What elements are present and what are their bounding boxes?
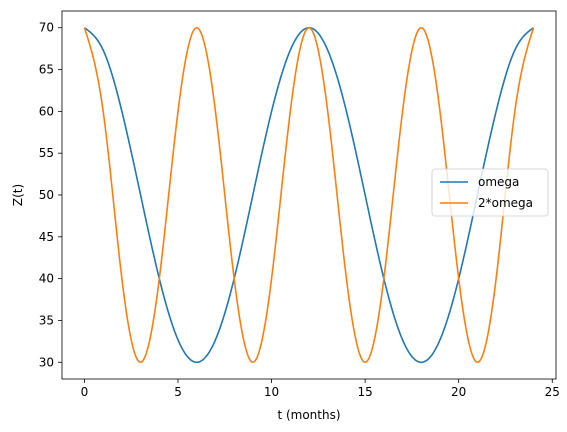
x-axis-label: t (months) xyxy=(277,408,340,422)
y-tick-label: 50 xyxy=(39,188,54,202)
x-tick-label: 20 xyxy=(451,385,466,399)
y-tick-label: 35 xyxy=(39,313,54,327)
legend-label: 2*omega xyxy=(478,196,533,210)
legend-label: omega xyxy=(478,175,519,189)
y-tick-label: 45 xyxy=(39,230,54,244)
x-tick-label: 5 xyxy=(174,385,182,399)
y-tick-label: 70 xyxy=(39,21,54,35)
y-tick-label: 40 xyxy=(39,272,54,286)
y-tick-label: 65 xyxy=(39,63,54,77)
y-tick-label: 55 xyxy=(39,146,54,160)
x-tick-label: 25 xyxy=(545,385,560,399)
x-tick-label: 0 xyxy=(81,385,89,399)
y-tick-label: 60 xyxy=(39,104,54,118)
legend: omega 2*omega xyxy=(432,169,548,216)
x-tick-label: 10 xyxy=(264,385,279,399)
x-tick-label: 15 xyxy=(357,385,372,399)
y-axis-label: Z(t) xyxy=(11,184,25,206)
y-tick-label: 30 xyxy=(39,355,54,369)
